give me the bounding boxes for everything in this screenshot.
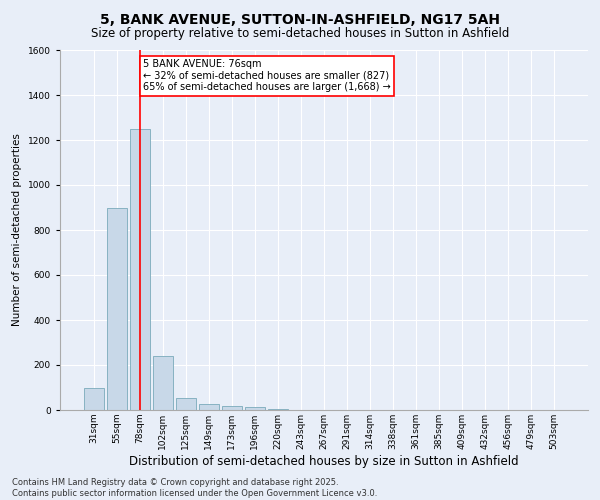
Bar [107,208,127,410]
Bar [199,404,218,410]
Y-axis label: Number of semi-detached properties: Number of semi-detached properties [13,134,22,326]
Bar [153,356,173,410]
Text: 5 BANK AVENUE: 76sqm
← 32% of semi-detached houses are smaller (827)
65% of semi: 5 BANK AVENUE: 76sqm ← 32% of semi-detac… [143,59,391,92]
Bar [268,409,288,410]
X-axis label: Distribution of semi-detached houses by size in Sutton in Ashfield: Distribution of semi-detached houses by … [129,454,519,468]
Bar [130,128,149,410]
Bar [176,398,196,410]
Bar [84,388,104,410]
Bar [222,406,242,410]
Bar [245,406,265,410]
Text: 5, BANK AVENUE, SUTTON-IN-ASHFIELD, NG17 5AH: 5, BANK AVENUE, SUTTON-IN-ASHFIELD, NG17… [100,12,500,26]
Text: Size of property relative to semi-detached houses in Sutton in Ashfield: Size of property relative to semi-detach… [91,28,509,40]
Text: Contains HM Land Registry data © Crown copyright and database right 2025.
Contai: Contains HM Land Registry data © Crown c… [12,478,377,498]
